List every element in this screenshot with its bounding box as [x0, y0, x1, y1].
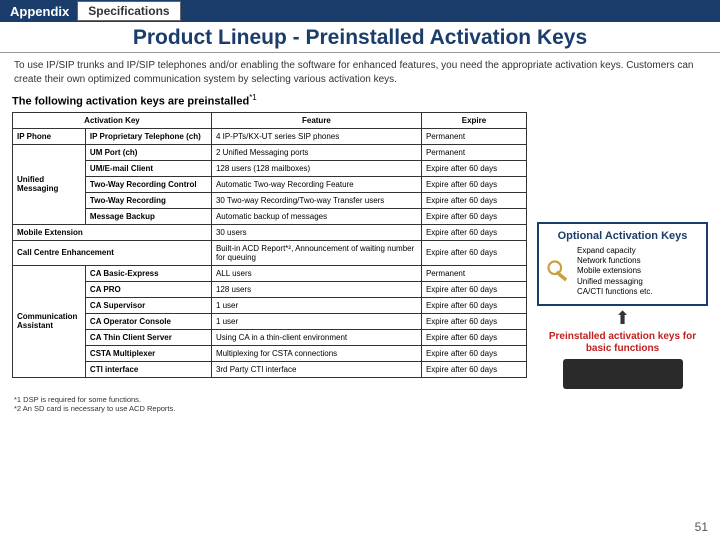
group-mobile: Mobile Extension	[13, 224, 212, 240]
cell: Expire after 60 days	[421, 361, 526, 377]
list-item: Expand capacity	[577, 246, 653, 256]
cell: Two-Way Recording	[85, 192, 211, 208]
cell: Multiplexing for CSTA connections	[211, 345, 421, 361]
cell: Expire after 60 days	[421, 345, 526, 361]
cell: Expire after 60 days	[421, 240, 526, 265]
table-row: CA Thin Client Server Using CA in a thin…	[13, 329, 527, 345]
cell: CA Basic-Express	[85, 265, 211, 281]
cell: Expire after 60 days	[421, 281, 526, 297]
table-row: Unified Messaging UM Port (ch) 2 Unified…	[13, 144, 527, 160]
page-number: 51	[695, 520, 708, 534]
table-row: Two-Way Recording 30 Two-way Recording/T…	[13, 192, 527, 208]
cell: 30 users	[211, 224, 421, 240]
cell: 2 Unified Messaging ports	[211, 144, 421, 160]
header-bar: Appendix Specifications	[0, 0, 720, 22]
table-row: IP Phone IP Proprietary Telephone (ch) 4…	[13, 128, 527, 144]
cell: 128 users (128 mailboxes)	[211, 160, 421, 176]
subheading-text: The following activation keys are preins…	[12, 96, 249, 108]
list-item: CA/CTI functions etc.	[577, 287, 653, 297]
table-row: Two-Way Recording Control Automatic Two-…	[13, 176, 527, 192]
subheading-sup: *1	[249, 93, 257, 102]
cell: CA PRO	[85, 281, 211, 297]
footnote-1: *1 DSP is required for some functions.	[14, 395, 706, 405]
cell: 30 Two-way Recording/Two-way Transfer us…	[211, 192, 421, 208]
cell: 3rd Party CTI interface	[211, 361, 421, 377]
cell: Two-Way Recording Control	[85, 176, 211, 192]
footnotes: *1 DSP is required for some functions. *…	[0, 389, 720, 415]
group-ca: Communication Assistant	[13, 265, 86, 377]
cell: CA Operator Console	[85, 313, 211, 329]
specs-label: Specifications	[77, 1, 180, 21]
cell: Expire after 60 days	[421, 313, 526, 329]
col-expire: Expire	[421, 112, 526, 128]
cell: Expire after 60 days	[421, 329, 526, 345]
cell: Expire after 60 days	[421, 176, 526, 192]
cell: CA Thin Client Server	[85, 329, 211, 345]
table-row: CA PRO 128 users Expire after 60 days	[13, 281, 527, 297]
col-activation-key: Activation Key	[13, 112, 212, 128]
cell: Expire after 60 days	[421, 297, 526, 313]
subheading: The following activation keys are preins…	[0, 91, 720, 112]
optional-items-list: Expand capacity Network functions Mobile…	[577, 246, 653, 298]
cell: UM Port (ch)	[85, 144, 211, 160]
up-arrow-icon: ⬆	[537, 308, 708, 329]
table-row: CA Supervisor 1 user Expire after 60 day…	[13, 297, 527, 313]
group-ipphone: IP Phone	[13, 128, 86, 144]
activation-keys-table: Activation Key Feature Expire IP Phone I…	[12, 112, 527, 389]
cell: CA Supervisor	[85, 297, 211, 313]
cell: Expire after 60 days	[421, 208, 526, 224]
cell: Automatic Two-way Recording Feature	[211, 176, 421, 192]
description-text: To use IP/SIP trunks and IP/SIP telephon…	[0, 53, 720, 91]
cell: 1 user	[211, 313, 421, 329]
table-row: Mobile Extension 30 users Expire after 6…	[13, 224, 527, 240]
appendix-label: Appendix	[0, 4, 77, 19]
cell: Permanent	[421, 144, 526, 160]
cell: 1 user	[211, 297, 421, 313]
sidebar: Optional Activation Keys Expand capacity…	[537, 112, 708, 389]
cell: Permanent	[421, 128, 526, 144]
cell: Using CA in a thin-client environment	[211, 329, 421, 345]
optional-keys-title: Optional Activation Keys	[545, 230, 700, 242]
list-item: Unified messaging	[577, 277, 653, 287]
list-item: Mobile extensions	[577, 266, 653, 276]
table-row: Communication Assistant CA Basic-Express…	[13, 265, 527, 281]
device-image	[563, 359, 683, 389]
table-header-row: Activation Key Feature Expire	[13, 112, 527, 128]
table-row: Call Centre Enhancement Built-in ACD Rep…	[13, 240, 527, 265]
cell: ALL users	[211, 265, 421, 281]
preinstalled-label: Preinstalled activation keys for basic f…	[537, 331, 708, 355]
list-item: Network functions	[577, 256, 653, 266]
cell: 128 users	[211, 281, 421, 297]
group-um: Unified Messaging	[13, 144, 86, 224]
col-feature: Feature	[211, 112, 421, 128]
cell: IP Proprietary Telephone (ch)	[85, 128, 211, 144]
table-row: CSTA Multiplexer Multiplexing for CSTA c…	[13, 345, 527, 361]
cell: 4 IP-PTs/KX-UT series SIP phones	[211, 128, 421, 144]
cell: Message Backup	[85, 208, 211, 224]
cell: CSTA Multiplexer	[85, 345, 211, 361]
key-icon	[545, 246, 573, 298]
optional-keys-box: Optional Activation Keys Expand capacity…	[537, 222, 708, 306]
cell: Permanent	[421, 265, 526, 281]
page-title: Product Lineup - Preinstalled Activation…	[0, 22, 720, 53]
group-cce: Call Centre Enhancement	[13, 240, 212, 265]
cell: Expire after 60 days	[421, 224, 526, 240]
table-row: Message Backup Automatic backup of messa…	[13, 208, 527, 224]
cell: UM/E-mail Client	[85, 160, 211, 176]
table-row: UM/E-mail Client 128 users (128 mailboxe…	[13, 160, 527, 176]
table-row: CA Operator Console 1 user Expire after …	[13, 313, 527, 329]
footnote-2: *2 An SD card is necessary to use ACD Re…	[14, 404, 706, 414]
cell: Built-in ACD Report*², Announcement of w…	[211, 240, 421, 265]
cell: CTI interface	[85, 361, 211, 377]
cell: Expire after 60 days	[421, 160, 526, 176]
cell: Automatic backup of messages	[211, 208, 421, 224]
table-row: CTI interface 3rd Party CTI interface Ex…	[13, 361, 527, 377]
cell: Expire after 60 days	[421, 192, 526, 208]
